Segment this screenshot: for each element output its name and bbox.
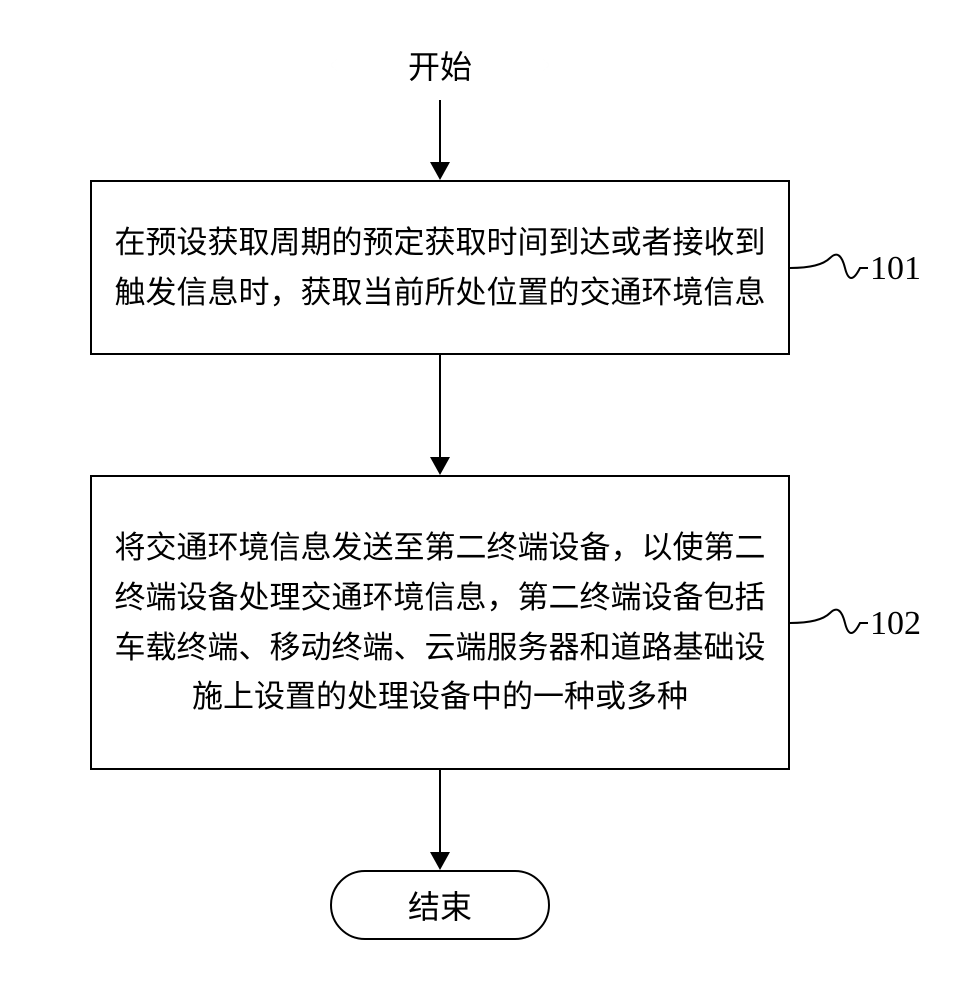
label-102: 102: [870, 605, 921, 643]
process-1-box: 在预设获取周期的预定获取时间到达或者接收到触发信息时，获取当前所处位置的交通环境…: [90, 180, 790, 355]
start-terminator-text: 开始: [330, 30, 550, 100]
arrow-1-line: [439, 100, 441, 162]
arrow-1-head: [430, 162, 450, 180]
arrow-2-line: [439, 355, 441, 457]
process-2-box: 将交通环境信息发送至第二终端设备，以使第二终端设备处理交通环境信息，第二终端设备…: [90, 475, 790, 770]
label-101: 101: [870, 250, 921, 288]
start-label: 开始: [408, 42, 472, 88]
flowchart-container: 开始 在预设获取周期的预定获取时间到达或者接收到触发信息时，获取当前所处位置的交…: [0, 0, 974, 1000]
end-terminator: 结束: [330, 870, 550, 940]
connector-1: [790, 250, 870, 290]
arrow-2-head: [430, 457, 450, 475]
process-2-text: 将交通环境信息发送至第二终端设备，以使第二终端设备处理交通环境信息，第二终端设备…: [112, 523, 768, 721]
arrow-3-line: [439, 770, 441, 852]
connector-2: [790, 605, 870, 645]
process-1-text: 在预设获取周期的预定获取时间到达或者接收到触发信息时，获取当前所处位置的交通环境…: [112, 218, 768, 317]
arrow-3-head: [430, 852, 450, 870]
end-label: 结束: [408, 882, 472, 928]
